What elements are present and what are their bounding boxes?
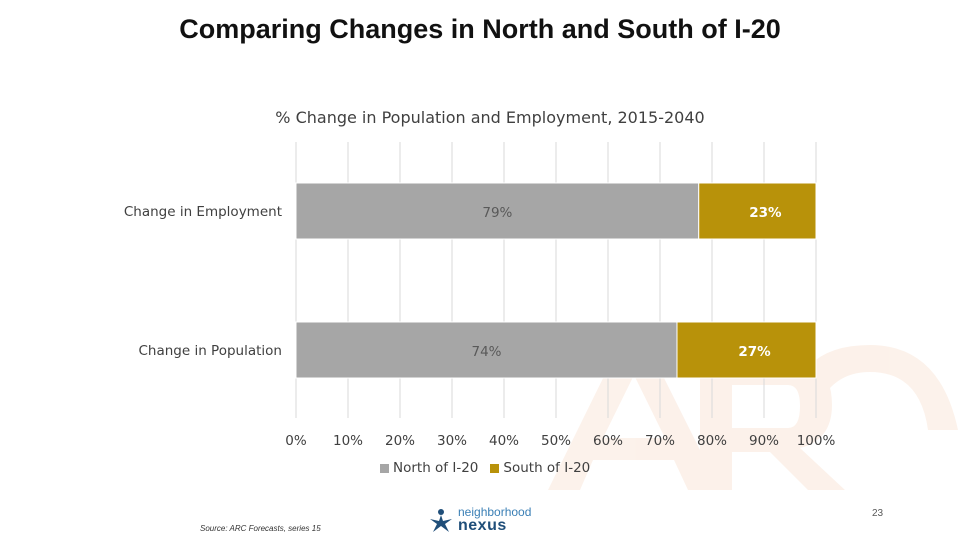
page-number: 23 — [872, 508, 884, 519]
data-label: 23% — [749, 205, 782, 221]
chart-title: % Change in Population and Employment, 2… — [275, 108, 705, 127]
x-tick-label: 70% — [645, 433, 675, 449]
data-label: 27% — [738, 344, 771, 360]
bar-segment — [295, 182, 700, 240]
x-tick-label: 30% — [437, 433, 467, 449]
category-label: Change in Population — [138, 343, 282, 359]
x-tick-label: 40% — [489, 433, 519, 449]
x-tick-label: 10% — [333, 433, 363, 449]
slide-title: Comparing Changes in North and South of … — [179, 14, 781, 44]
legend-item-south: South of I-20 — [490, 460, 590, 476]
legend-label-south: South of I-20 — [503, 460, 591, 476]
bar-segment — [676, 321, 817, 379]
category-label: Change in Employment — [124, 204, 282, 220]
legend-item-north: North of I-20 — [380, 460, 478, 476]
x-tick-label: 90% — [749, 433, 779, 449]
data-label: 74% — [471, 344, 501, 360]
neighborhood-nexus-logo: neighborhood nexus — [428, 506, 531, 534]
source-note: Source: ARC Forecasts, series 15 — [200, 524, 321, 533]
logo-line1: neighborhood — [458, 505, 532, 519]
legend-swatch-north — [380, 463, 389, 473]
legend: North of I-20 South of I-20 — [380, 460, 590, 476]
logo-line2: nexus — [458, 517, 507, 534]
x-tick-label: 20% — [385, 433, 415, 449]
legend-swatch-south — [490, 463, 500, 473]
data-label: 79% — [482, 205, 512, 221]
legend-label-north: North of I-20 — [393, 460, 479, 476]
x-tick-label: 0% — [285, 433, 307, 449]
bar-segment — [295, 321, 678, 379]
star-person-icon — [430, 509, 452, 532]
x-tick-label: 60% — [593, 433, 623, 449]
x-tick-label: 80% — [697, 433, 727, 449]
bar-segment — [698, 182, 817, 240]
x-tick-label: 100% — [797, 433, 836, 449]
x-tick-label: 50% — [541, 433, 571, 449]
